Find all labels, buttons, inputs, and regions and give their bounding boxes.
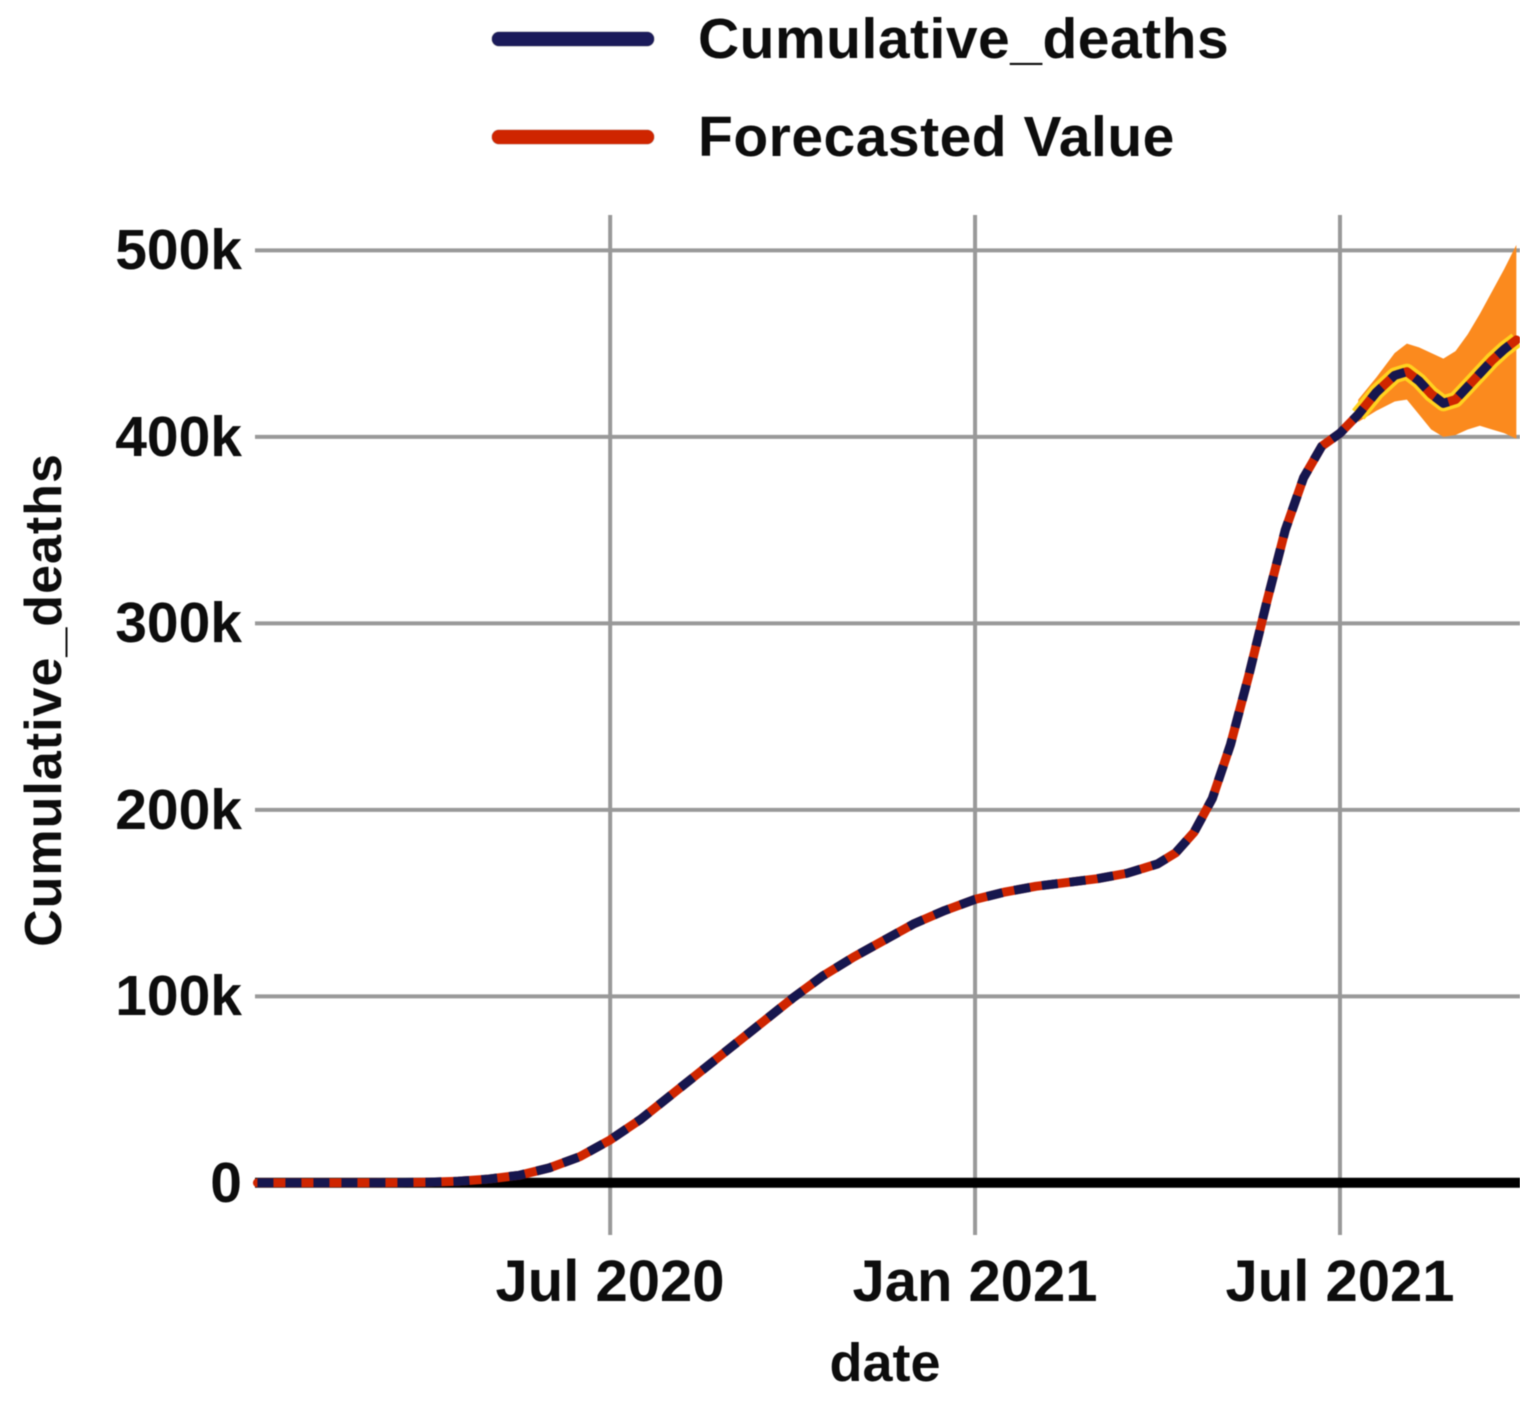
y-tick-300k: 300k (115, 591, 242, 655)
y-axis-label: Cumulative_deaths (15, 453, 73, 947)
legend: Cumulative_deaths Forecasted Value (492, 6, 1229, 202)
x-tick-jul-2021: Jul 2021 (1225, 1249, 1455, 1314)
legend-label-cumulative-deaths: Cumulative_deaths (698, 7, 1230, 71)
legend-swatch-forecasted-value-icon (492, 130, 654, 144)
y-tick-500k: 500k (115, 218, 242, 282)
y-tick-0: 0 (210, 1151, 242, 1215)
legend-item-cumulative-deaths: Cumulative_deaths (492, 6, 1229, 72)
x-tick-jul-2020: Jul 2020 (495, 1249, 725, 1314)
x-axis-label: date (829, 1333, 941, 1393)
x-tick-jan-2021: Jan 2021 (852, 1249, 1098, 1314)
legend-swatch-cumulative-deaths-icon (492, 32, 654, 46)
legend-label-forecasted-value: Forecasted Value (698, 105, 1175, 169)
y-tick-100k: 100k (115, 964, 242, 1028)
legend-item-forecasted-value: Forecasted Value (492, 104, 1229, 170)
y-tick-200k: 200k (115, 778, 242, 842)
y-tick-400k: 400k (115, 405, 242, 469)
